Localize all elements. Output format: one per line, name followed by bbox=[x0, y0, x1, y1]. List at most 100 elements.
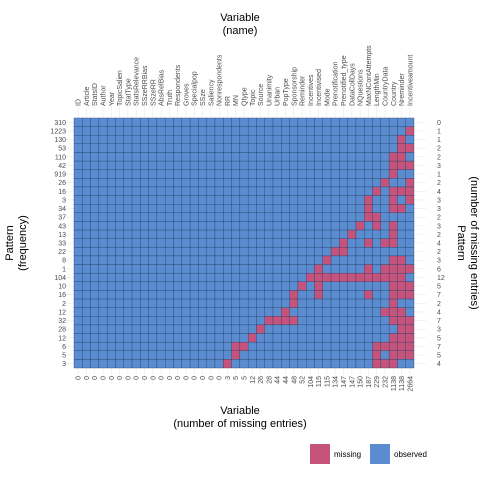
cell-observed bbox=[247, 359, 257, 369]
cell-observed bbox=[264, 212, 274, 222]
cell-observed bbox=[223, 212, 232, 222]
top-tick-label: AbsRelBias bbox=[159, 69, 166, 106]
cell-observed bbox=[364, 333, 373, 343]
cell-observed bbox=[82, 204, 91, 214]
cell-observed bbox=[223, 160, 232, 170]
cell-observed bbox=[239, 160, 249, 170]
left-tick-label: 919 bbox=[54, 172, 66, 179]
cell-observed bbox=[198, 221, 207, 231]
cell-observed bbox=[206, 212, 216, 222]
cell-missing bbox=[347, 229, 357, 239]
cell-observed bbox=[347, 316, 357, 326]
cell-observed bbox=[106, 247, 116, 257]
cell-observed bbox=[198, 359, 207, 369]
cell-observed bbox=[131, 264, 141, 274]
cell-observed bbox=[98, 152, 108, 162]
cell-observed bbox=[165, 307, 174, 317]
left-tick-label: 104 bbox=[54, 275, 66, 282]
cell-observed bbox=[148, 298, 158, 308]
cell-observed bbox=[123, 178, 133, 188]
cell-observed bbox=[98, 186, 108, 196]
cell-observed bbox=[306, 247, 315, 257]
bottom-tick-label: 0 bbox=[167, 376, 174, 380]
cell-observed bbox=[289, 255, 299, 265]
cell-observed bbox=[339, 290, 348, 300]
cell-observed bbox=[198, 307, 207, 317]
cell-observed bbox=[165, 221, 174, 231]
cell-observed bbox=[115, 316, 124, 326]
cell-observed bbox=[98, 143, 108, 153]
cell-observed bbox=[364, 316, 373, 326]
cell-observed bbox=[322, 324, 332, 334]
cell-observed bbox=[140, 324, 149, 334]
cell-observed bbox=[239, 298, 249, 308]
cell-observed bbox=[206, 221, 216, 231]
cell-observed bbox=[322, 229, 332, 239]
cell-observed bbox=[148, 212, 158, 222]
bottom-tick-label: 104 bbox=[308, 376, 315, 388]
cell-observed bbox=[372, 238, 382, 248]
cell-observed bbox=[73, 152, 83, 162]
cell-observed bbox=[140, 307, 149, 317]
cell-missing bbox=[388, 272, 398, 282]
cell-observed bbox=[173, 212, 182, 222]
cell-observed bbox=[306, 117, 315, 127]
cell-observed bbox=[206, 126, 216, 136]
top-tick-label: TopicSalien bbox=[117, 70, 124, 106]
cell-observed bbox=[330, 117, 340, 127]
cell-observed bbox=[140, 169, 149, 179]
cell-missing bbox=[405, 341, 415, 351]
cell-observed bbox=[306, 186, 315, 196]
cell-observed bbox=[115, 333, 124, 343]
cell-observed bbox=[247, 178, 257, 188]
cell-observed bbox=[289, 281, 299, 291]
cell-observed bbox=[405, 135, 415, 145]
cell-observed bbox=[181, 212, 191, 222]
cell-observed bbox=[73, 195, 83, 205]
cell-observed bbox=[73, 143, 83, 153]
cell-observed bbox=[165, 247, 174, 257]
cell-observed bbox=[355, 135, 365, 145]
cell-observed bbox=[281, 169, 290, 179]
cell-observed bbox=[181, 117, 191, 127]
cell-observed bbox=[73, 307, 83, 317]
top-tick-label: SSzeRRBias bbox=[142, 65, 149, 106]
cell-observed bbox=[247, 316, 257, 326]
cell-observed bbox=[281, 229, 290, 239]
cell-observed bbox=[156, 229, 166, 239]
cell-observed bbox=[82, 238, 91, 248]
cell-observed bbox=[165, 152, 174, 162]
cell-observed bbox=[156, 204, 166, 214]
bottom-tick-label: 44 bbox=[283, 376, 290, 384]
cell-observed bbox=[247, 117, 257, 127]
cell-observed bbox=[90, 247, 100, 257]
cell-observed bbox=[214, 324, 224, 334]
cell-observed bbox=[173, 229, 182, 239]
cell-observed bbox=[198, 272, 207, 282]
bottom-tick-label: 48 bbox=[291, 376, 298, 384]
cell-observed bbox=[131, 341, 141, 351]
cell-observed bbox=[330, 143, 340, 153]
cell-observed bbox=[115, 117, 124, 127]
cell-observed bbox=[339, 204, 348, 214]
cell-observed bbox=[347, 350, 357, 360]
cell-observed bbox=[306, 264, 315, 274]
cell-observed bbox=[206, 186, 216, 196]
cell-missing bbox=[405, 316, 415, 326]
cell-observed bbox=[115, 126, 124, 136]
cell-observed bbox=[214, 204, 224, 214]
cell-observed bbox=[181, 135, 191, 145]
cell-observed bbox=[198, 204, 207, 214]
cell-missing bbox=[372, 212, 382, 222]
cell-missing bbox=[405, 126, 415, 136]
cell-observed bbox=[115, 255, 124, 265]
cell-observed bbox=[82, 350, 91, 360]
cell-observed bbox=[181, 204, 191, 214]
bottom-tick-label: 0 bbox=[150, 376, 157, 380]
cell-observed bbox=[297, 160, 307, 170]
cell-observed bbox=[322, 126, 332, 136]
cell-observed bbox=[206, 341, 216, 351]
cell-observed bbox=[330, 350, 340, 360]
cell-observed bbox=[148, 316, 158, 326]
cell-observed bbox=[314, 135, 323, 145]
